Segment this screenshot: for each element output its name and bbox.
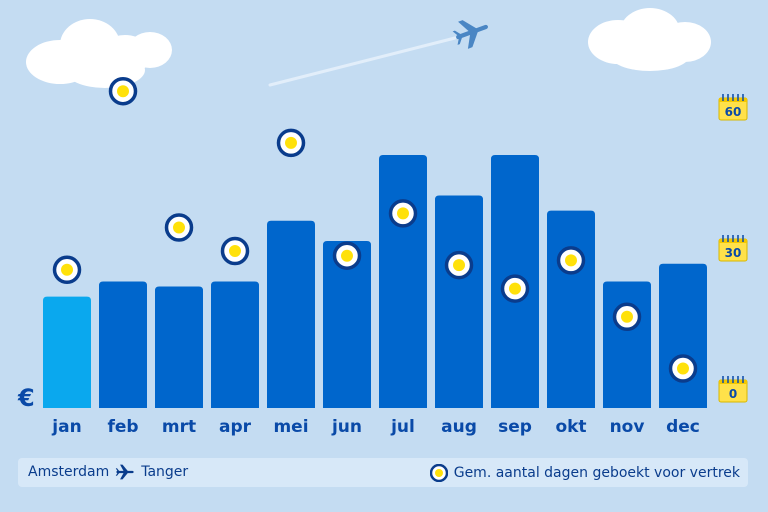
plane-trail — [268, 36, 457, 87]
bar-mei — [267, 220, 315, 408]
month-label-apr: apr — [219, 417, 252, 437]
days-marker-mei — [276, 128, 306, 158]
bar-apr — [211, 281, 259, 408]
bar-feb — [99, 281, 147, 408]
bar-aug — [435, 195, 483, 408]
bar-nov — [603, 281, 651, 408]
calendar-icon: 30 — [718, 235, 748, 262]
currency-symbol: € — [17, 384, 35, 412]
bar-okt — [547, 210, 595, 408]
marker-dot-icon — [429, 464, 448, 482]
days-marker-okt — [556, 246, 586, 275]
route-origin: Amsterdam — [28, 464, 110, 480]
days-axis-tick: 60 — [725, 105, 742, 119]
plane-icon — [116, 464, 134, 480]
month-label-dec: dec — [666, 417, 700, 437]
month-label-nov: nov — [610, 417, 645, 437]
bar-jul — [379, 155, 427, 408]
bar-dec — [659, 263, 707, 408]
month-label-aug: aug — [441, 417, 477, 437]
month-label-sep: sep — [498, 417, 532, 437]
month-label-mei: mei — [273, 417, 308, 437]
days-marker-jan — [52, 255, 82, 285]
calendar-icon: 0 — [718, 376, 748, 403]
month-label-jul: jul — [390, 417, 415, 437]
days-marker-mrt — [164, 213, 194, 242]
days-marker-nov — [612, 302, 642, 332]
legend-label: Gem. aantal dagen geboekt voor vertrek — [453, 465, 740, 481]
month-label-feb: feb — [107, 417, 138, 437]
footer-bar: Amsterdam Tanger Gem. aantal dagen geboe… — [18, 458, 748, 487]
bar-mrt — [155, 286, 203, 408]
days-marker-apr — [220, 236, 250, 266]
month-label-jan: jan — [51, 417, 81, 437]
legend: Gem. aantal dagen geboekt voor vertrek — [429, 464, 740, 482]
days-marker-sep — [500, 274, 530, 303]
cloud-icon — [588, 8, 711, 71]
route: Amsterdam Tanger — [28, 464, 188, 480]
route-destination: Tanger — [141, 464, 189, 480]
days-marker-aug — [444, 250, 474, 280]
cloud-icon — [26, 19, 172, 88]
calendar-icon: 60 — [718, 94, 748, 121]
days-marker-jun — [332, 241, 362, 270]
days-axis-tick: 30 — [725, 246, 742, 260]
days-marker-feb — [108, 76, 138, 106]
days-marker-jul — [388, 199, 418, 228]
plane-icon — [452, 20, 488, 49]
bar-jan — [43, 296, 91, 408]
days-marker-dec — [668, 354, 698, 383]
month-label-jun: jun — [331, 417, 362, 437]
bar-jun — [323, 241, 371, 408]
month-label-mrt: mrt — [162, 417, 196, 437]
month-label-okt: okt — [555, 417, 586, 437]
days-axis-tick: 0 — [729, 387, 737, 401]
